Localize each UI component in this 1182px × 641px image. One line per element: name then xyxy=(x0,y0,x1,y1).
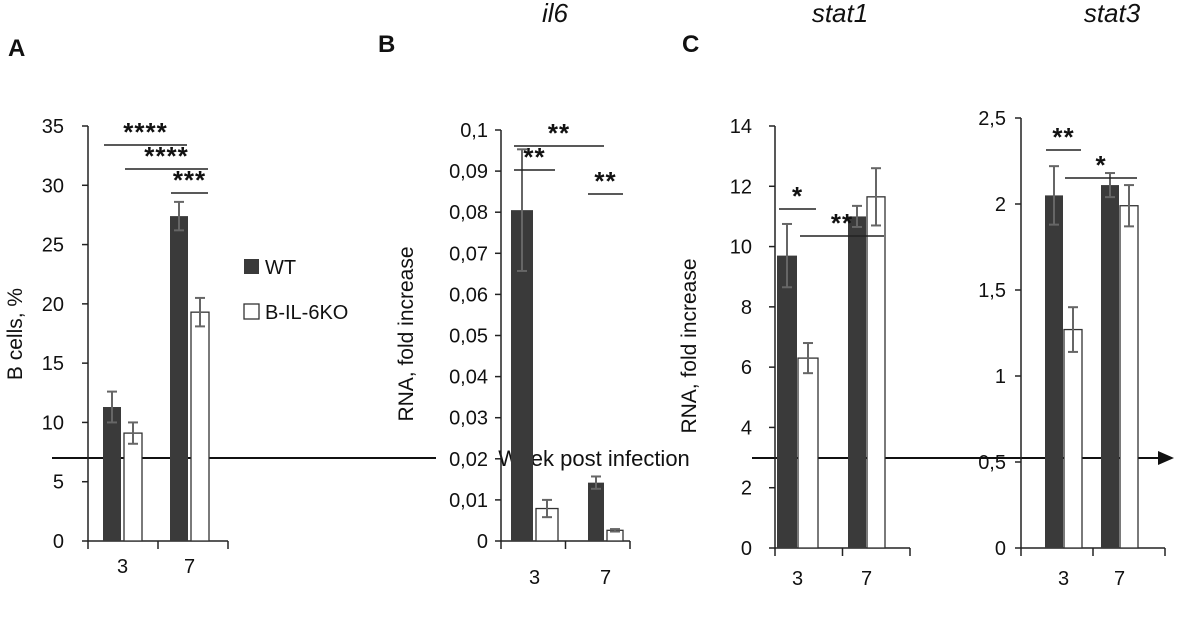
significance-label: *** xyxy=(173,165,206,195)
panel-d-chart: 00,511,522,53 7*** xyxy=(978,108,1166,590)
y-tick-label: 4 xyxy=(741,417,752,439)
x-tick-label: 7 xyxy=(600,567,611,589)
y-tick-label: 0,1 xyxy=(460,120,488,142)
y-tick-label: 0 xyxy=(53,531,64,553)
significance-label: ** xyxy=(831,208,853,238)
y-tick-label: 15 xyxy=(42,353,64,375)
legend-label-ko: B-IL-6KO xyxy=(265,302,348,324)
y-tick-label: 0,07 xyxy=(449,243,488,265)
x-tick-label: 3 xyxy=(1058,568,1069,590)
y-tick-label: 0,09 xyxy=(449,161,488,183)
y-tick-label: 0,08 xyxy=(449,202,488,224)
bar-ko-week-7 xyxy=(1119,205,1139,549)
y-tick-label: 14 xyxy=(730,116,752,138)
x-tick-label: 7 xyxy=(1114,568,1125,590)
panel-b-ylabel: RNA, fold increase xyxy=(395,246,418,421)
y-tick-label: 1 xyxy=(995,366,1006,388)
bar-wt-week-3 xyxy=(103,407,121,541)
legend-swatch-wt xyxy=(244,259,259,274)
legend: WT B-IL-6KO xyxy=(243,257,348,324)
y-tick-label: 10 xyxy=(42,412,64,434)
bar-ko-week-3 xyxy=(797,357,819,549)
x-tick-label: 7 xyxy=(861,568,872,590)
significance-label: * xyxy=(792,181,803,211)
bar-ko-week-3 xyxy=(123,432,143,542)
y-tick-label: 0,5 xyxy=(978,452,1006,474)
panel-b-chart: 0 0,01 0,02 0,03 0,04 0,05 0,06 0,07 0,08 0,09 0,1… xyxy=(449,118,631,589)
significance-label: ** xyxy=(1052,122,1074,152)
bar-wt-week-7 xyxy=(1101,185,1119,548)
panel-letter-a: A xyxy=(8,35,25,62)
y-tick-label: 0,06 xyxy=(449,284,488,306)
y-tick-label: 0,01 xyxy=(449,490,488,512)
x-tick-label: 3 xyxy=(792,568,803,590)
panel-letter-b: B xyxy=(378,31,395,58)
y-tick-label: 25 xyxy=(42,235,64,257)
bar-ko-week-3 xyxy=(1063,328,1083,549)
y-tick-label: 2 xyxy=(741,478,752,500)
significance-label: ** xyxy=(523,142,545,172)
x-tick-label: 7 xyxy=(184,556,195,578)
y-tick-label: 20 xyxy=(42,294,64,316)
y-tick-label: 0,03 xyxy=(449,408,488,430)
bar-wt-week-3 xyxy=(1045,195,1063,548)
xlabel-arrow-head xyxy=(1158,451,1174,465)
bar-wt-week-7 xyxy=(848,216,866,548)
y-tick-label: 0,04 xyxy=(449,367,488,389)
y-tick-label: 0 xyxy=(741,538,752,560)
panel-letter-c: C xyxy=(682,31,699,58)
bar-ko-week-7 xyxy=(190,311,210,542)
y-tick-label: 0,02 xyxy=(449,449,488,471)
y-tick-label: 30 xyxy=(42,175,64,197)
panel-a-chart: 0 5 10 15 20 25 30 35 3 7 *********** xyxy=(42,116,229,578)
y-tick-label: 2 xyxy=(995,194,1006,216)
panel-d-title: stat3 xyxy=(1084,0,1141,28)
y-tick-label: 2,5 xyxy=(978,108,1006,130)
panel-c-title: stat1 xyxy=(812,0,868,28)
y-tick-label: 35 xyxy=(42,116,64,138)
legend-label-wt: WT xyxy=(265,257,296,279)
y-tick-label: 5 xyxy=(53,472,64,494)
bar-wt-week-7 xyxy=(170,216,188,541)
bar-ko-week-7 xyxy=(866,196,886,549)
y-tick-label: 10 xyxy=(730,237,752,259)
bar-wt-week-3 xyxy=(777,255,797,548)
y-tick-label: 0 xyxy=(995,538,1006,560)
y-tick-label: 8 xyxy=(741,297,752,319)
significance-label: **** xyxy=(144,141,188,171)
significance-label: ** xyxy=(594,166,616,196)
y-tick-label: 12 xyxy=(730,176,752,198)
panel-c-ylabel: RNA, fold increase xyxy=(678,258,701,433)
significance-label: ** xyxy=(548,118,570,148)
y-tick-label: 6 xyxy=(741,357,752,379)
y-tick-label: 0,05 xyxy=(449,326,488,348)
x-tick-label: 3 xyxy=(117,556,128,578)
bar-wt-week-7 xyxy=(588,482,604,541)
y-tick-label: 1,5 xyxy=(978,280,1006,302)
significance-label: * xyxy=(1095,150,1106,180)
panel-b-title: il6 xyxy=(542,0,569,28)
y-tick-label: 0 xyxy=(477,531,488,553)
legend-swatch-ko xyxy=(243,303,260,320)
x-tick-label: 3 xyxy=(529,567,540,589)
bar-wt-week-3 xyxy=(511,210,533,541)
panel-a-ylabel: B cells, % xyxy=(4,288,27,380)
significance-label: **** xyxy=(123,117,167,147)
